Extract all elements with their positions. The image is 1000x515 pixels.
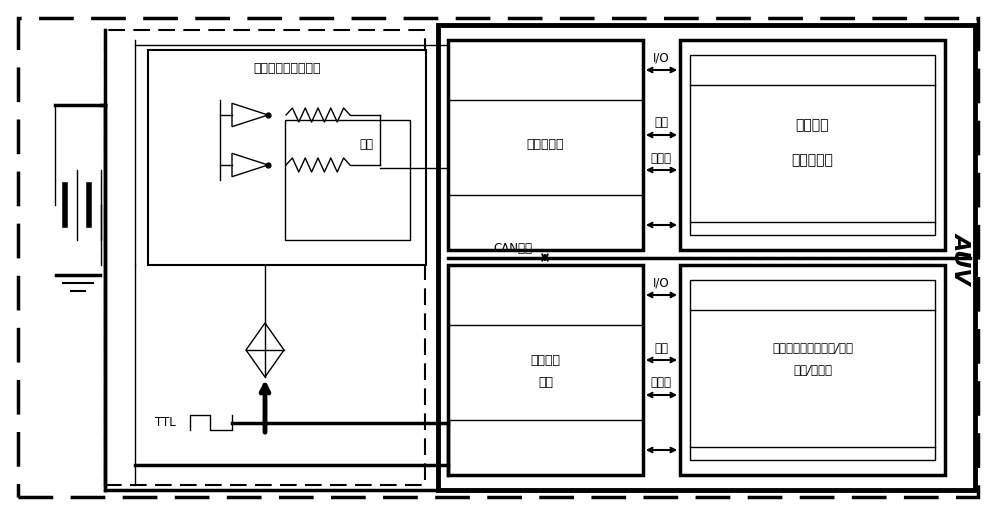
Text: CAN总线: CAN总线 <box>494 242 532 254</box>
Text: 开关信号存储控制器: 开关信号存储控制器 <box>253 61 321 75</box>
Text: 各分系统: 各分系统 <box>796 118 829 132</box>
Bar <box>690 55 935 235</box>
Bar <box>680 265 945 475</box>
Bar <box>148 50 426 265</box>
Text: AUV: AUV <box>951 232 971 283</box>
Bar <box>448 40 643 250</box>
Text: 素仪/声通）: 素仪/声通） <box>793 364 832 376</box>
Text: TTL: TTL <box>155 417 176 430</box>
Text: 串口: 串口 <box>359 139 373 151</box>
Text: 以太网: 以太网 <box>650 376 672 389</box>
Text: 串口: 串口 <box>654 116 668 129</box>
Text: I/O: I/O <box>653 52 669 64</box>
Text: 休眠传感器（深度计/叶绿: 休眠传感器（深度计/叶绿 <box>772 341 853 354</box>
Text: 主控制系统: 主控制系统 <box>527 139 564 151</box>
Text: 各执行机构: 各执行机构 <box>792 153 833 167</box>
Text: 监管控制: 监管控制 <box>530 353 560 367</box>
Bar <box>680 40 945 250</box>
Bar <box>448 265 643 475</box>
Text: 系统: 系统 <box>538 375 553 388</box>
Text: 串口: 串口 <box>654 341 668 354</box>
Bar <box>285 120 410 240</box>
Text: I/O: I/O <box>653 277 669 289</box>
Text: 以太网: 以太网 <box>650 151 672 164</box>
Bar <box>438 25 975 490</box>
Bar <box>105 30 425 485</box>
Bar <box>690 280 935 460</box>
